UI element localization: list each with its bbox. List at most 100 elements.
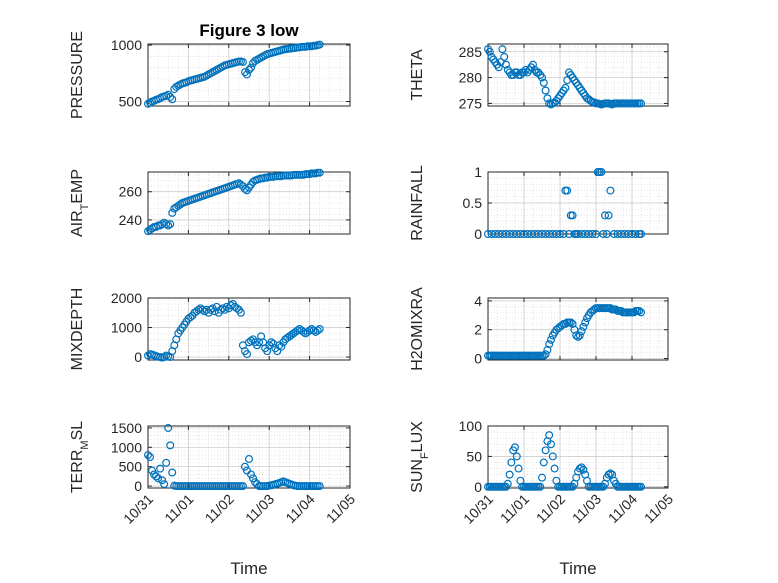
subplot-pressure: 500 1000 PRESSURE Figure 3 low bbox=[69, 21, 351, 119]
subplot-h2omixra: 0 2 4 H2OMIXRA bbox=[409, 287, 669, 371]
x-tick-label: 11/05 bbox=[323, 491, 359, 527]
axes-box bbox=[487, 425, 669, 489]
data-point bbox=[548, 452, 557, 461]
data-point bbox=[545, 431, 554, 440]
y-tick-label: 240 bbox=[119, 212, 143, 228]
data-point bbox=[238, 482, 247, 491]
data-point bbox=[313, 326, 322, 335]
x-tick-label: 11/02 bbox=[533, 491, 569, 527]
y-tick-label: 285 bbox=[459, 44, 483, 60]
data-point bbox=[566, 318, 575, 327]
x-tick-label: 11/02 bbox=[202, 491, 238, 527]
data-series bbox=[484, 45, 645, 109]
x-tick-label: 11/01 bbox=[161, 491, 197, 527]
data-point bbox=[536, 482, 545, 491]
data-point bbox=[577, 463, 586, 472]
data-point bbox=[611, 305, 620, 314]
data-point bbox=[166, 441, 175, 450]
data-point bbox=[503, 479, 512, 488]
data-point bbox=[240, 68, 249, 77]
data-point bbox=[539, 78, 548, 87]
data-point bbox=[579, 465, 588, 474]
data-point bbox=[247, 63, 256, 72]
axes-box bbox=[147, 425, 351, 489]
data-point bbox=[315, 482, 324, 491]
data-series bbox=[144, 423, 324, 491]
data-point bbox=[597, 168, 606, 177]
data-point bbox=[232, 304, 241, 313]
data-point bbox=[588, 230, 597, 239]
y-tick-label: 4 bbox=[474, 293, 482, 309]
y-axis-label: TERRMSL bbox=[69, 421, 91, 493]
data-point bbox=[573, 332, 582, 341]
subplot-rainfall: 0 0.5 1 RAINFALL bbox=[409, 164, 669, 242]
data-point bbox=[581, 318, 590, 327]
x-axis-label: Time bbox=[230, 559, 267, 578]
data-point bbox=[546, 335, 555, 344]
subplot-sun-flux: 0 50 100 10/31 11/01 11/02 11/03 11/04 11/05 SUNF… bbox=[409, 418, 676, 578]
data-point bbox=[550, 464, 559, 473]
subplot-theta: 275 280 285 THETA bbox=[409, 43, 669, 111]
y-tick-label: 500 bbox=[119, 93, 143, 109]
subplot-terr-msl: 0 500 1000 1500 10/31 11/01 11/02 11/03 11/04 11/… bbox=[69, 420, 358, 578]
data-series bbox=[144, 299, 324, 362]
x-axis-label: Time bbox=[559, 559, 596, 578]
data-point bbox=[240, 462, 249, 471]
y-tick-label: 1000 bbox=[111, 320, 142, 336]
data-point bbox=[247, 336, 256, 345]
data-point bbox=[277, 342, 286, 351]
chart-title: Figure 3 low bbox=[199, 21, 299, 40]
data-point bbox=[154, 474, 163, 483]
data-point bbox=[539, 458, 548, 467]
y-tick-label: 1500 bbox=[111, 420, 142, 436]
data-point bbox=[160, 480, 169, 489]
y-axis-label: RAINFALL bbox=[409, 165, 426, 241]
data-point bbox=[568, 211, 577, 220]
y-axis-label: SUNFLUX bbox=[409, 421, 431, 493]
data-point bbox=[249, 474, 258, 483]
x-tick-label: 11/04 bbox=[605, 491, 641, 527]
data-point bbox=[563, 186, 572, 195]
y-tick-label: 275 bbox=[459, 95, 483, 111]
data-point bbox=[164, 423, 173, 432]
data-point bbox=[546, 440, 555, 449]
data-point bbox=[166, 220, 175, 229]
data-point bbox=[152, 472, 161, 481]
data-point bbox=[543, 94, 552, 103]
data-point bbox=[561, 83, 570, 92]
data-point bbox=[617, 306, 626, 315]
data-point bbox=[162, 458, 171, 467]
data-point bbox=[606, 186, 615, 195]
data-point bbox=[315, 325, 324, 334]
data-point bbox=[247, 470, 256, 479]
data-point bbox=[590, 305, 599, 314]
data-point bbox=[156, 464, 165, 473]
data-point bbox=[514, 464, 523, 473]
axes-box bbox=[487, 297, 669, 361]
data-point bbox=[166, 92, 175, 101]
y-tick-label: 0 bbox=[134, 349, 142, 365]
y-tick-label: 1000 bbox=[111, 37, 142, 53]
data-point bbox=[577, 327, 586, 336]
y-axis-label: AIRTEMP bbox=[69, 169, 91, 237]
data-series bbox=[484, 168, 645, 239]
data-point bbox=[164, 221, 173, 230]
data-point bbox=[545, 340, 554, 349]
data-point bbox=[511, 443, 520, 452]
data-point bbox=[168, 468, 177, 477]
data-point bbox=[604, 211, 613, 220]
data-point bbox=[168, 208, 177, 217]
axes-box bbox=[147, 171, 351, 235]
data-point bbox=[636, 99, 645, 108]
data-point bbox=[485, 47, 494, 56]
data-point bbox=[498, 45, 507, 54]
y-axis-label: PRESSURE bbox=[69, 31, 86, 119]
data-point bbox=[537, 473, 546, 482]
data-point bbox=[494, 63, 503, 72]
y-axis-label: H2OMIXRA bbox=[409, 287, 426, 371]
data-point bbox=[162, 220, 171, 229]
data-point bbox=[575, 331, 584, 340]
data-point bbox=[144, 451, 153, 460]
y-tick-label: 1000 bbox=[111, 439, 142, 455]
axes-box bbox=[147, 43, 351, 107]
